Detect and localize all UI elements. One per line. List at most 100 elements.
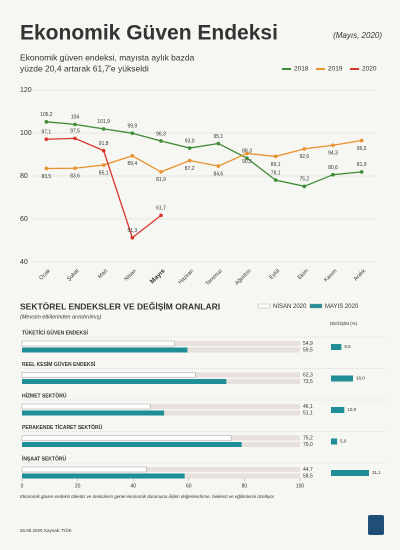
value-label: 83,5 <box>41 174 51 180</box>
value-label: 87,2 <box>185 166 195 172</box>
legend-label: 2018 <box>294 66 309 73</box>
bar <box>22 410 165 416</box>
point <box>273 178 278 182</box>
value-label: 95,1 <box>213 134 223 140</box>
value-label: 80,6 <box>328 165 338 171</box>
bar <box>21 403 151 410</box>
x-tick-label: Kasım <box>323 268 339 284</box>
change-bar <box>331 470 369 476</box>
series-line <box>46 139 362 173</box>
legend-label: MAYIS 2020 <box>325 304 359 310</box>
value-label: 83,6 <box>70 174 80 180</box>
bar <box>22 347 188 353</box>
value-label: 94,3 <box>328 151 338 157</box>
x-tick-label: 40 <box>130 483 136 489</box>
source: Kaynak: TÜİK <box>44 527 72 533</box>
series-line <box>46 121 362 187</box>
title: Ekonomik Güven Endeksi <box>20 22 278 45</box>
x-tick-label: Aralık <box>353 268 367 282</box>
legend-swatch <box>309 303 323 309</box>
value-label: 96,3 <box>156 131 166 137</box>
x-tick-label: Mart <box>97 268 109 280</box>
value-label: 96,5 <box>357 146 367 152</box>
value-label: 104 <box>71 115 80 121</box>
value-label: 44,7 <box>303 467 313 473</box>
category-label: PERAKENDE TİCARET SEKTÖRÜ <box>22 424 103 431</box>
point <box>187 158 192 163</box>
point <box>245 156 249 160</box>
change-header: DEĞİŞİM (%) <box>330 320 358 326</box>
value-label: 99,9 <box>127 124 137 130</box>
y-tick-label: 120 <box>20 87 32 94</box>
point <box>216 141 221 146</box>
point <box>331 172 335 177</box>
value-label: 85,1 <box>99 170 109 176</box>
value-label: 84,6 <box>213 171 223 177</box>
value-label: 81,9 <box>156 177 166 183</box>
x-tick-label: 20 <box>75 483 81 489</box>
x-tick-label: Temmuz <box>205 268 224 287</box>
x-tick-label: Mayıs <box>149 267 167 285</box>
value-label: 51,1 <box>303 411 313 417</box>
x-tick-label: Ekim <box>297 268 310 281</box>
point <box>359 138 364 143</box>
logo <box>368 515 384 535</box>
subtitle: yüzde 20,4 artarak 61,7'e yükseldi <box>20 63 149 73</box>
date: (Mayıs, 2020) <box>333 31 382 40</box>
point <box>159 213 163 218</box>
value-label: 73,5 <box>303 379 313 385</box>
x-tick-label: 80 <box>242 483 248 489</box>
point <box>101 148 106 153</box>
point <box>187 146 192 150</box>
value-label: 75,2 <box>303 436 313 442</box>
x-tick-label: Ocak <box>38 268 51 281</box>
y-tick-label: 80 <box>20 173 28 180</box>
legend-label: 2019 <box>328 66 343 73</box>
point <box>216 164 221 168</box>
value-label: 58,5 <box>303 474 313 480</box>
y-tick-label: 100 <box>20 130 32 137</box>
value-label: 78,1 <box>271 170 281 176</box>
x-tick-label: Ağustos <box>234 268 252 286</box>
bar-subtitle: (Mevsim etkilerinden arındırılmış) <box>20 314 101 320</box>
change-bar <box>331 344 342 350</box>
point <box>44 166 49 171</box>
point <box>73 136 77 141</box>
point <box>245 151 249 156</box>
bar-track <box>22 404 300 409</box>
category-label: HİZMET SEKTÖRÜ <box>22 392 67 399</box>
value-label: 93,0 <box>185 138 195 144</box>
bar-title: SEKTÖREL ENDEKSLER VE DEĞİŞİM ORANLARI <box>20 300 220 311</box>
y-tick-label: 40 <box>20 259 28 266</box>
bar <box>21 466 147 473</box>
change-bar <box>331 375 353 382</box>
point <box>73 166 77 171</box>
point <box>44 120 49 124</box>
bar <box>22 442 242 447</box>
value-label: 97,5 <box>70 129 80 135</box>
x-tick-label: 100 <box>296 483 305 489</box>
bar <box>21 435 232 441</box>
category-label: TÜKETİCİ GÜVEN ENDEKSİ <box>22 329 88 336</box>
series-line <box>46 137 162 239</box>
legend-label: NİSAN 2020 <box>273 303 307 310</box>
change-label: 31,1 <box>372 470 381 475</box>
value-label: 79,0 <box>303 442 313 448</box>
bar <box>21 340 175 347</box>
value-label: 105,2 <box>40 112 53 118</box>
change-label: 5,0 <box>340 439 347 444</box>
change-bar <box>331 438 338 445</box>
point <box>331 143 335 148</box>
subtitle: Ekonomik güven endeksi, mayısta aylık ba… <box>20 52 195 62</box>
change-label: 10,9 <box>347 407 356 412</box>
point <box>359 170 364 174</box>
value-label: 89,4 <box>127 161 137 167</box>
legend-label: 2020 <box>362 66 377 73</box>
category-label: İNŞAAT SEKTÖRÜ <box>22 455 66 462</box>
value-label: 75,2 <box>299 177 309 183</box>
value-label: 46,1 <box>303 404 313 410</box>
legend-swatch <box>257 303 271 309</box>
point <box>73 122 77 127</box>
bar <box>22 379 227 384</box>
